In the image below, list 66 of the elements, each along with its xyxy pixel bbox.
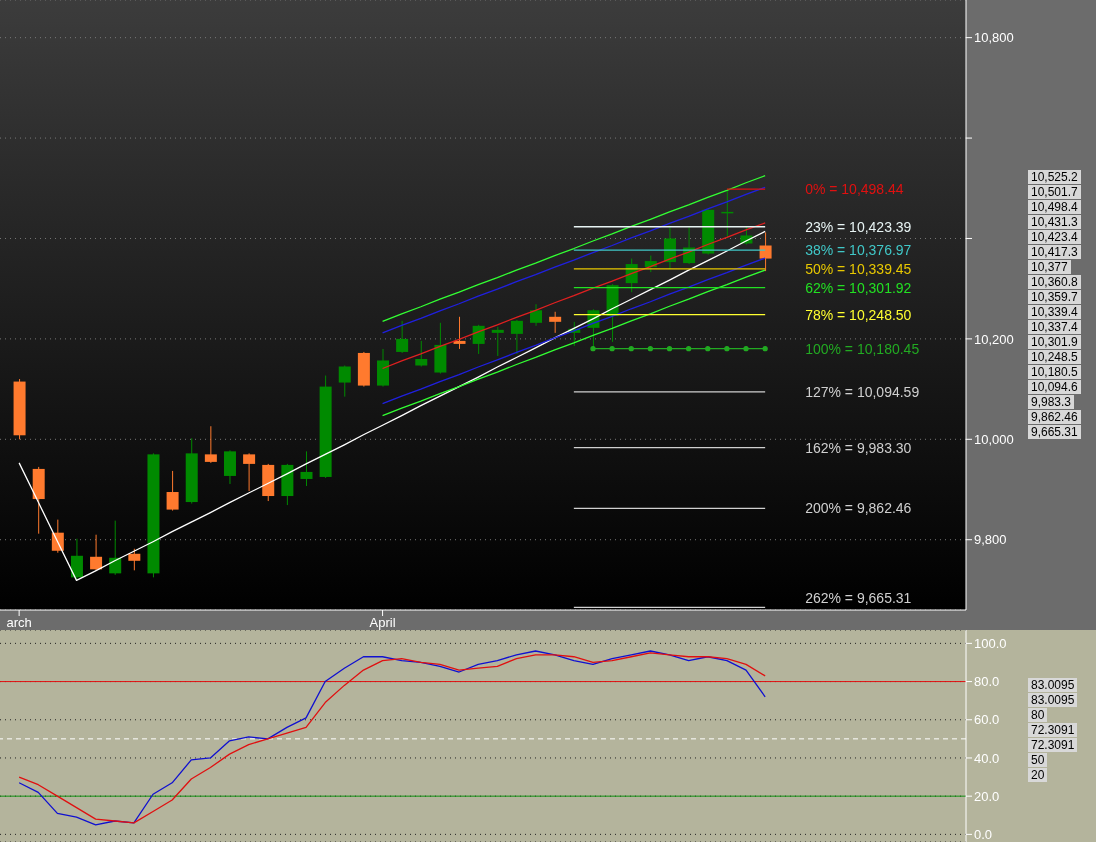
candlestick [243, 452, 256, 492]
text: 10,501.7 [1028, 185, 1081, 199]
text: 127% = 10,094.59 [805, 383, 920, 400]
text: 100% = 10,180.45 [805, 340, 920, 357]
y-tick-label: 10,200 [974, 331, 1014, 347]
text: 83.0095 [1028, 678, 1078, 692]
y-tick-label: 20.0 [974, 788, 1000, 804]
text: 20 [1028, 768, 1048, 782]
line-series [18, 230, 766, 582]
text: 10,417.3 [1028, 245, 1081, 259]
y-tick-label: 60.0 [974, 712, 1000, 728]
text: 10,359.7 [1028, 290, 1081, 304]
y-tick-label: 0.0 [974, 826, 993, 842]
text: 162% = 9,983.30 [805, 439, 912, 456]
candlestick [549, 311, 562, 334]
text: 9,983.3 [1028, 395, 1075, 409]
text: 10,337.4 [1028, 320, 1081, 334]
text: 80 [1028, 708, 1048, 722]
text: 0% = 10,498.44 [805, 181, 904, 198]
y-tick-label: 40.0 [974, 750, 1000, 766]
text: 10,360.8 [1028, 275, 1081, 289]
text: 78% = 10,248.50 [805, 306, 912, 323]
text: 262% = 9,665.31 [805, 590, 912, 606]
text: 9,665.31 [1028, 425, 1081, 439]
text: 10,339.4 [1028, 305, 1081, 319]
candlestick [491, 326, 504, 357]
y-tick-label: 10,000 [974, 431, 1014, 447]
x-tick-label: arch [6, 615, 32, 631]
candlestick [70, 538, 83, 580]
text: 72.3091 [1028, 723, 1078, 737]
text: 50 [1028, 753, 1048, 767]
text: 62% = 10,301.92 [805, 279, 912, 296]
text: 23% = 10,423.39 [805, 218, 912, 235]
text: 83.0095 [1028, 693, 1078, 707]
text: 10,498.4 [1028, 200, 1081, 214]
candlestick [90, 534, 103, 572]
candlestick [166, 470, 179, 512]
text: 38% = 10,376.97 [805, 242, 912, 259]
text: 10,423.4 [1028, 230, 1081, 244]
text: 10,377 [1028, 260, 1071, 274]
y-tick-label: 9,800 [974, 532, 1007, 548]
text: 10,525.2 [1028, 170, 1081, 184]
text: 10,301.9 [1028, 335, 1081, 349]
text: 10,180.5 [1028, 365, 1081, 379]
y-tick-label: 80.0 [974, 674, 1000, 690]
text: 10,094.6 [1028, 380, 1081, 394]
candlestick [472, 324, 485, 355]
candlestick [204, 425, 217, 464]
candlestick [759, 231, 772, 272]
text: 10,431.3 [1028, 215, 1081, 229]
candlestick [453, 316, 466, 350]
y-tick-label: 100.0 [974, 635, 1007, 651]
candlestick [300, 450, 313, 487]
text: 9,862.46 [1028, 410, 1081, 424]
text: 200% = 9,862.46 [805, 500, 912, 517]
candlestick [530, 303, 543, 327]
x-tick-label: April [369, 615, 396, 631]
candlestick [396, 320, 409, 354]
text: 10,248.5 [1028, 350, 1081, 364]
candlestick [128, 548, 141, 571]
candlestick [415, 340, 428, 367]
candlestick [510, 319, 523, 355]
text: 50% = 10,339.45 [805, 260, 912, 277]
y-tick-label: 10,800 [974, 30, 1014, 46]
candlestick [338, 365, 351, 398]
text: 72.3091 [1028, 738, 1078, 752]
